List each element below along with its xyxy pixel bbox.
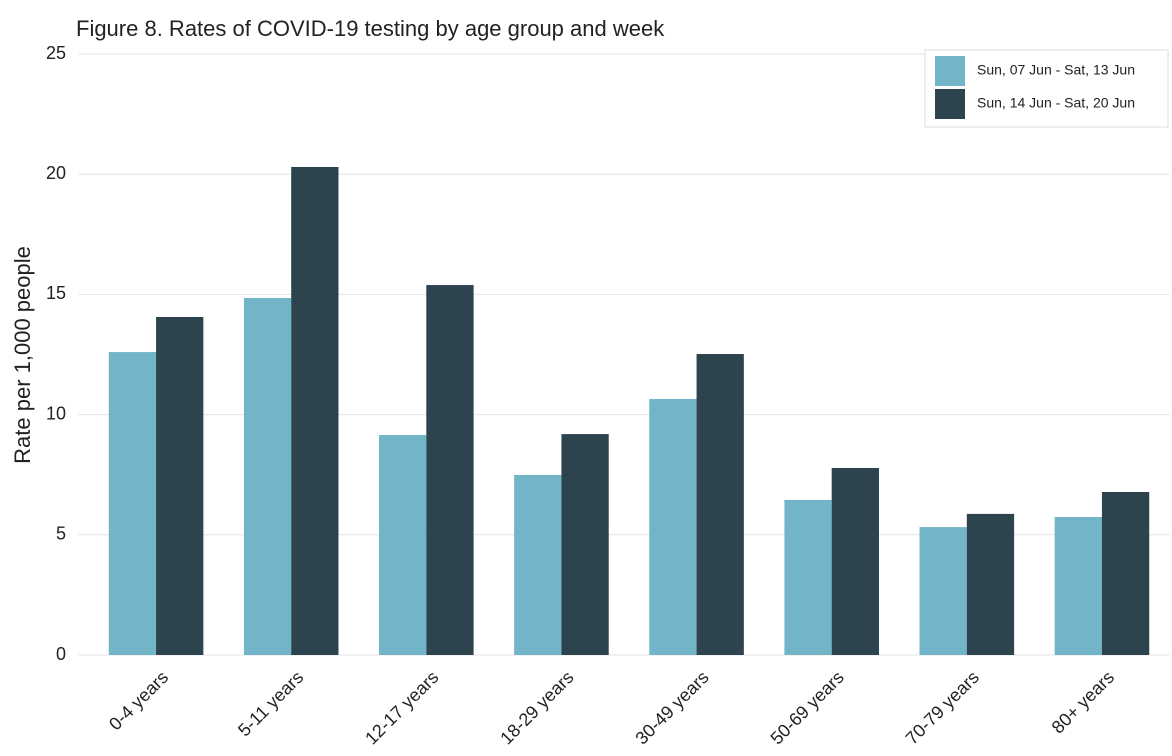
legend-swatch — [935, 56, 965, 86]
y-tick-label: 0 — [56, 644, 66, 664]
bar — [1054, 517, 1102, 655]
x-tick-label: 18-29 years — [496, 667, 577, 748]
bar — [243, 298, 292, 655]
bar — [696, 354, 744, 655]
legend-label: Sun, 07 Jun - Sat, 13 Jun — [977, 62, 1135, 78]
bar — [108, 352, 157, 655]
bar — [514, 474, 562, 655]
y-axis-label: Rate per 1,000 people — [10, 246, 35, 464]
x-tick-label: 50-69 years — [767, 667, 848, 748]
bar — [649, 398, 697, 655]
y-tick-label: 25 — [46, 43, 66, 63]
bar — [291, 166, 339, 655]
y-tick-label: 5 — [56, 524, 66, 544]
x-tick-label: 80+ years — [1048, 667, 1118, 737]
bar — [784, 499, 832, 655]
bar — [1101, 492, 1150, 655]
bar — [426, 285, 474, 655]
bar — [156, 316, 204, 655]
chart-title: Figure 8. Rates of COVID-19 testing by a… — [76, 16, 665, 41]
bar — [831, 467, 879, 655]
y-tick-label: 20 — [46, 163, 66, 183]
x-tick-label: 30-49 years — [631, 667, 712, 748]
legend-label: Sun, 14 Jun - Sat, 20 Jun — [977, 95, 1135, 111]
bar — [379, 435, 427, 655]
x-tick-label: 0-4 years — [105, 667, 172, 734]
y-tick-label: 15 — [46, 283, 66, 303]
legend-box — [924, 49, 1169, 128]
bar — [966, 513, 1015, 655]
x-tick-label: 5-11 years — [234, 667, 307, 740]
bar — [919, 527, 967, 655]
x-tick-label: 12-17 years — [361, 667, 442, 748]
x-tick-label: 70-79 years — [902, 667, 983, 748]
y-tick-label: 10 — [46, 403, 66, 423]
legend-swatch — [935, 89, 965, 119]
bar — [561, 434, 609, 655]
legend: Sun, 07 Jun - Sat, 13 Jun Sun, 14 Jun - S… — [924, 49, 1169, 128]
